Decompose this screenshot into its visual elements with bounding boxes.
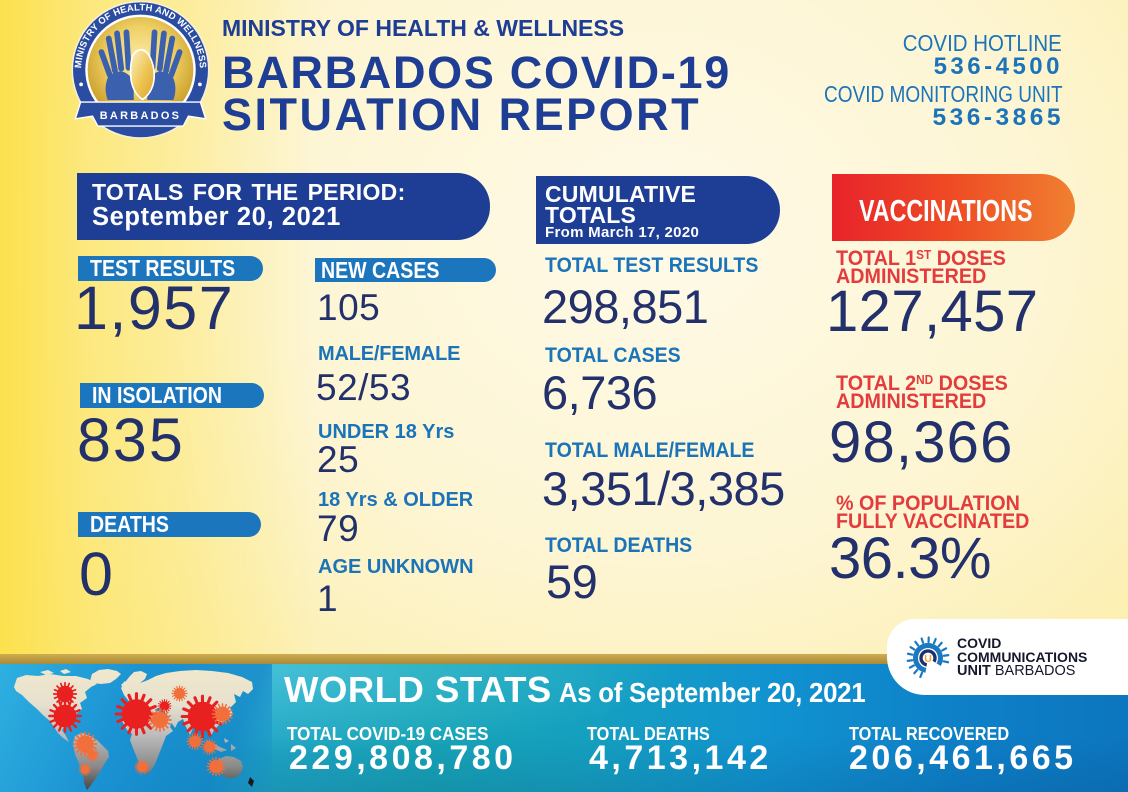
svg-text:U: U [924,653,932,665]
svg-text:BARBADOS: BARBADOS [100,110,182,122]
